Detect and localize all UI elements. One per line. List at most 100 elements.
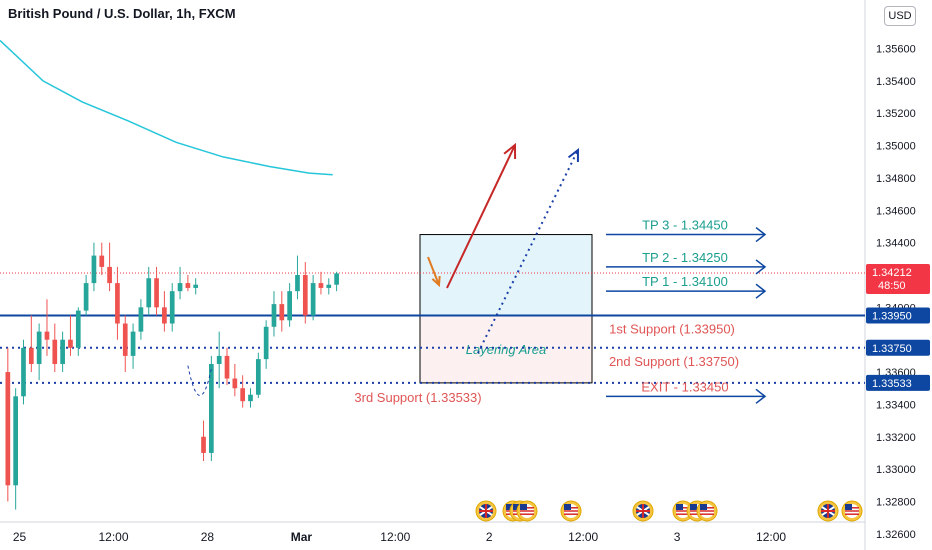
target-zone xyxy=(419,234,593,316)
candle-body xyxy=(115,283,120,324)
candle-body xyxy=(201,436,206,453)
candle-body xyxy=(287,291,292,321)
support3-label: 3rd Support (1.33533) xyxy=(354,390,481,405)
candle-body xyxy=(326,284,332,288)
candle-body xyxy=(28,347,34,364)
level-1.33533-tag xyxy=(866,374,930,391)
y-tick-label: 1.34400 xyxy=(876,238,916,250)
candle-body xyxy=(193,284,199,288)
gb-flag-icon[interactable] xyxy=(632,500,654,522)
tp1-label: TP 1 - 1.34100 xyxy=(642,274,728,289)
candle-body xyxy=(263,326,269,360)
x-tick-label: 12:00 xyxy=(98,530,128,544)
candle-body xyxy=(232,378,238,389)
bullish-arrow xyxy=(446,144,516,289)
candle-body xyxy=(91,255,97,284)
x-tick-label: 2 xyxy=(486,530,493,544)
candle-body xyxy=(209,363,214,453)
y-tick-label: 1.33200 xyxy=(876,432,916,444)
gb-flag-icon[interactable] xyxy=(817,500,839,522)
exit-label: EXIT - 1.33450 xyxy=(641,379,728,394)
layering-area-label: Layering Area xyxy=(466,342,546,357)
currency-button[interactable]: USD xyxy=(884,6,916,26)
candle-body xyxy=(302,275,308,316)
us-flag-icon[interactable] xyxy=(841,500,863,522)
candle-body xyxy=(185,283,191,288)
tp2-label: TP 2 - 1.34250 xyxy=(642,250,728,265)
level-1.33750-tag xyxy=(866,339,930,356)
tp3-arrowhead xyxy=(755,226,767,243)
projection-arrow xyxy=(477,149,579,354)
candle-body xyxy=(240,388,246,402)
level-1.33533-tag-label: 1.33533 xyxy=(872,378,912,390)
candle-body xyxy=(107,266,112,284)
current-price-tag xyxy=(866,264,930,295)
candle-body xyxy=(295,275,300,292)
projection-arrowhead xyxy=(567,147,580,163)
y-tick-label: 1.35600 xyxy=(876,44,916,56)
candle-body xyxy=(130,331,136,356)
candle-body xyxy=(177,283,183,292)
x-tick-label: Mar xyxy=(291,530,313,544)
bullish-arrowhead xyxy=(503,142,517,160)
y-tick-label: 1.34600 xyxy=(876,205,916,217)
candle-body xyxy=(216,355,222,364)
exit-arrowhead xyxy=(755,388,767,404)
level-1.33750-tag-label: 1.33750 xyxy=(872,343,912,355)
candle-body xyxy=(255,359,261,395)
candle-body xyxy=(224,355,230,379)
candle-body xyxy=(162,307,167,324)
candle-body xyxy=(146,278,152,308)
moving-average-line xyxy=(0,39,333,176)
candle-body xyxy=(60,339,65,364)
candle-body xyxy=(169,291,175,324)
candle-body xyxy=(21,347,26,397)
candle-body xyxy=(334,273,339,285)
y-tick-label: 1.32600 xyxy=(876,529,916,541)
support2-label: 2nd Support (1.33750) xyxy=(609,354,739,369)
us-flag-icon[interactable] xyxy=(516,500,538,522)
x-tick-label: 12:00 xyxy=(756,530,786,544)
y-tick-label: 1.34800 xyxy=(876,173,916,185)
candle-body xyxy=(5,372,11,486)
x-tick-label: 25 xyxy=(13,530,27,544)
y-tick-label: 1.35200 xyxy=(876,108,916,120)
gb-flag-icon[interactable] xyxy=(475,500,497,522)
us-flag-icon[interactable] xyxy=(560,500,582,522)
candle-body xyxy=(52,339,58,364)
current-price-tag-label: 1.34212 xyxy=(872,267,912,279)
y-tick-label: 1.33000 xyxy=(876,464,916,476)
candle-body xyxy=(279,304,285,321)
candle-body xyxy=(13,396,19,486)
x-tick-label: 12:00 xyxy=(568,530,598,544)
countdown-label: 48:50 xyxy=(878,280,906,292)
y-tick-label: 1.35400 xyxy=(876,76,916,88)
candle-body xyxy=(122,323,128,356)
candle-body xyxy=(44,331,50,340)
pullback-arrow xyxy=(427,256,440,286)
candle-body xyxy=(310,283,316,316)
tp3-label: TP 3 - 1.34450 xyxy=(642,218,728,233)
candle-body xyxy=(99,255,105,267)
candle-body xyxy=(83,283,89,311)
candle-body xyxy=(75,310,81,348)
candle-body xyxy=(154,278,159,308)
y-tick-label: 1.33400 xyxy=(876,399,916,411)
candle-body xyxy=(68,339,73,348)
swing-curve xyxy=(187,365,212,397)
level-1.33950-tag-label: 1.33950 xyxy=(872,310,912,322)
candle-body xyxy=(318,283,324,288)
candle-body xyxy=(138,307,144,332)
us-flag-icon[interactable] xyxy=(696,500,718,522)
x-tick-label: 28 xyxy=(201,530,215,544)
candle-body xyxy=(36,331,42,364)
tp1-arrowhead xyxy=(755,283,767,299)
tp2-arrowhead xyxy=(755,259,767,275)
x-tick-label: 3 xyxy=(674,530,681,544)
chart-title: British Pound / U.S. Dollar, 1h, FXCM xyxy=(8,6,236,21)
candle-body xyxy=(248,394,253,402)
candle-body xyxy=(271,304,277,327)
y-tick-label: 1.35000 xyxy=(876,141,916,153)
support1-label: 1st Support (1.33950) xyxy=(609,321,735,336)
